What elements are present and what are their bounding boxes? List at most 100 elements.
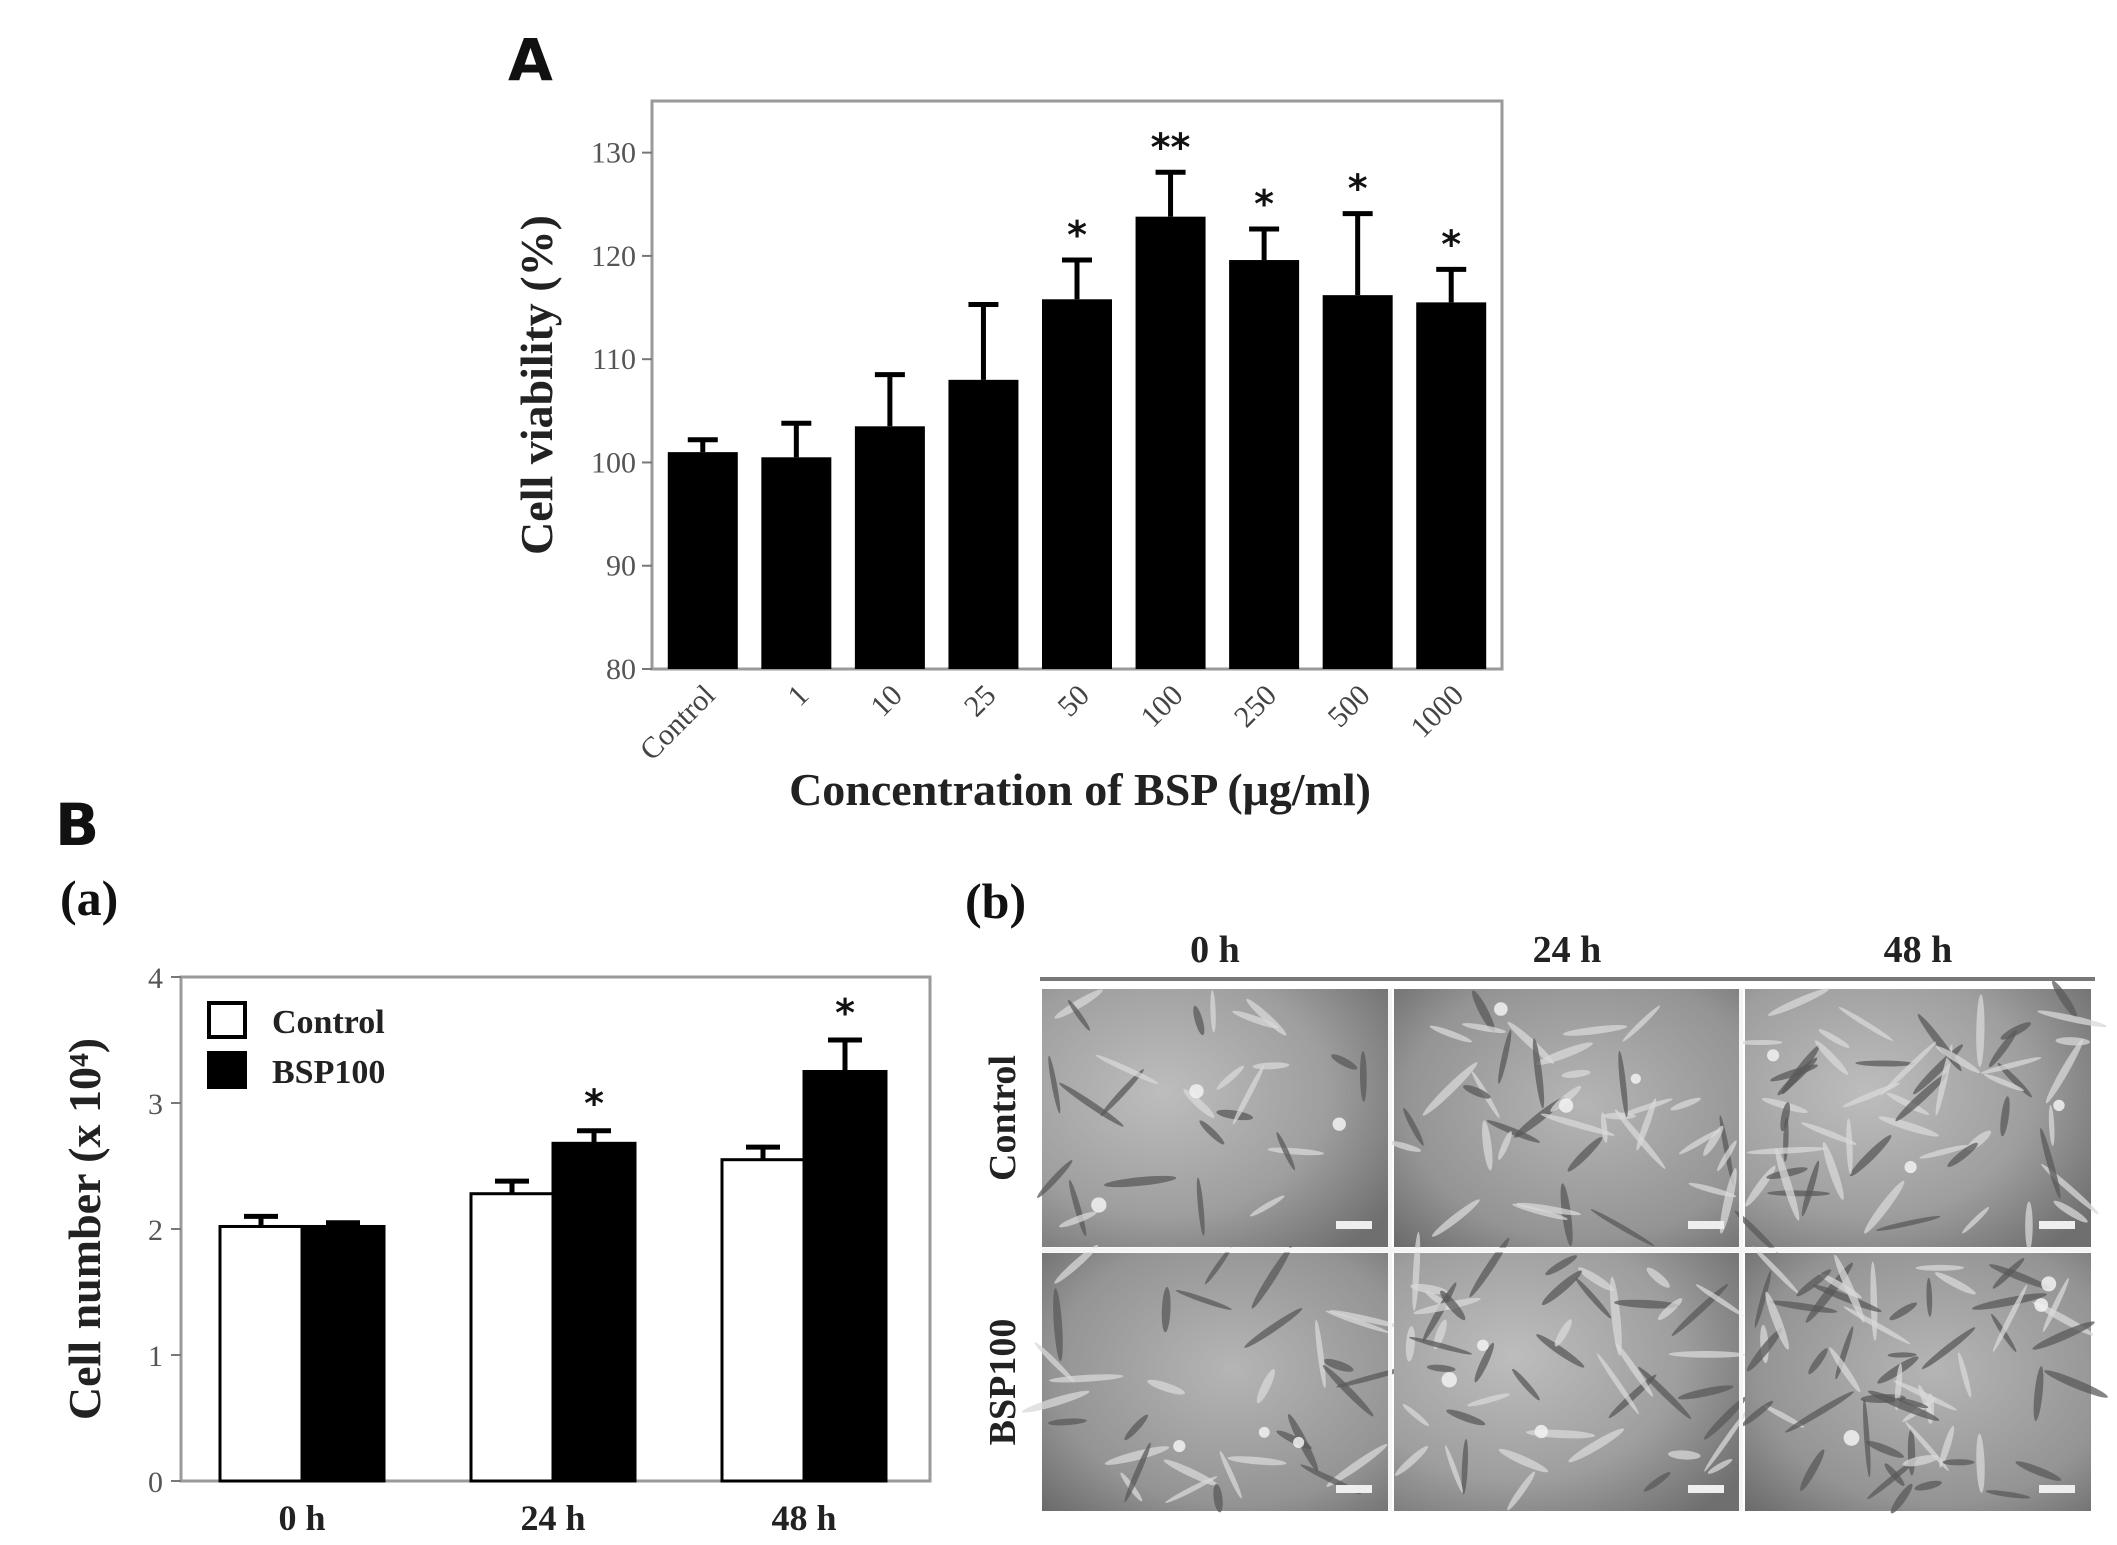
micrograph-cell-shape <box>1103 1175 1177 1188</box>
micrograph-cell-shape <box>1863 1398 1871 1478</box>
micrograph-cell-shape <box>1890 1483 1913 1514</box>
micrograph-cell-shape <box>1926 1277 1933 1317</box>
micrograph-cell-shape <box>2000 1096 2010 1137</box>
chart-a-xtick-label: Control <box>634 679 722 767</box>
micrograph-cell-shape <box>1446 1409 1486 1426</box>
micrograph-cell-shape <box>1389 1141 1422 1152</box>
micrograph-cell-shape <box>1896 1397 1929 1409</box>
micrograph-cell-shape <box>1433 1319 1447 1350</box>
micrograph-cell-shape <box>1992 1257 2025 1289</box>
micrograph-cell-shape <box>1618 1098 1673 1117</box>
micrograph-round-cell <box>2053 1099 2065 1112</box>
micrograph-cell-shape <box>1887 1352 1917 1358</box>
micrograph-cell-shape <box>1988 1030 2017 1068</box>
micrograph-cell-shape <box>1516 1202 1582 1216</box>
micrograph-cell-shape <box>1251 1245 1292 1309</box>
chart-b-bar-control <box>720 1158 806 1483</box>
micrograph-cell-shape <box>1746 1328 1783 1372</box>
micrograph-cell-shape <box>1935 1044 1953 1116</box>
panel-letter-b: B <box>55 791 99 859</box>
chart-a-significance: ** <box>1151 125 1191 169</box>
micrograph-cell-shape <box>1615 1342 1654 1397</box>
micrograph-cell <box>1734 980 2107 1254</box>
chart-a-bar <box>667 452 738 669</box>
micrograph-cell-shape <box>1402 1404 1429 1427</box>
micrograph-cell-shape <box>1022 1390 1090 1413</box>
micrograph-cell-shape <box>1147 1379 1185 1395</box>
micrograph-cell-shape <box>1482 1120 1493 1171</box>
micrograph-round-cell <box>1477 1339 1489 1352</box>
micrograph-cell-shape <box>1868 1390 1940 1421</box>
micrograph-cell-shape <box>1165 1476 1218 1504</box>
micrograph-cell-shape <box>1535 1042 1593 1066</box>
micrograph-cell <box>1394 1232 1748 1511</box>
micrograph-cell-shape <box>1199 1120 1225 1145</box>
micrograph-cell-shape <box>1394 1445 1429 1476</box>
micrograph-cell-shape <box>1048 1418 1087 1426</box>
micrograph-cell-shape <box>1855 1060 1915 1067</box>
micrograph-cell-shape <box>1216 1109 1254 1121</box>
micrograph-cell-shape <box>1124 1414 1149 1441</box>
chart-a-ytick-label: 130 <box>591 137 636 170</box>
chart-a-ytick-label: 100 <box>591 446 636 479</box>
chart-a-ytick-label: 110 <box>592 343 636 376</box>
micrograph-round-cell <box>1767 1049 1780 1062</box>
micrograph-cell-shape <box>1444 1445 1463 1493</box>
micrograph-cell-shape <box>1034 1342 1075 1383</box>
micrograph-cell-shape <box>1767 1190 1830 1197</box>
chart-b-significance: * <box>584 1082 604 1126</box>
micrograph-cell-shape <box>1561 1069 1591 1078</box>
chart-b-xtick-label: 48 h <box>771 1498 836 1538</box>
micrograph-cell-shape <box>2032 1321 2095 1350</box>
micrograph-cell-shape <box>1326 1443 1388 1487</box>
micrograph-round-cell <box>1534 1424 1548 1439</box>
micrograph-cell-shape <box>1763 1405 1805 1428</box>
micrograph-cell-shape <box>1846 1118 1853 1175</box>
micrograph-cell-shape <box>1267 1147 1324 1156</box>
micrograph-cell-shape <box>1232 1010 1279 1029</box>
micrograph-cell-shape <box>1603 1112 1636 1120</box>
micrograph-cell-shape <box>1461 1438 1468 1495</box>
chart-a-xtick-label: 250 <box>1228 679 1283 734</box>
micrograph-cell-shape <box>1734 1210 1778 1254</box>
micrograph-cell <box>1022 1244 1413 1513</box>
micrograph-cell-shape <box>1405 1326 1416 1362</box>
micrograph-cell-shape <box>2040 1128 2061 1199</box>
micrograph-cell-shape <box>1532 1038 1545 1109</box>
micrograph-cell-shape <box>1054 1244 1099 1284</box>
scale-bar <box>2039 1485 2075 1493</box>
micrograph-cell-shape <box>1059 1211 1097 1228</box>
micrograph-cell-shape <box>2033 1366 2044 1421</box>
chart-a-xtick-label: 1000 <box>1404 679 1470 745</box>
micrograph-cell-shape <box>1323 1358 1354 1372</box>
micrograph-cell-shape <box>1600 1112 1608 1143</box>
micrograph-cell-shape <box>1838 1006 1893 1041</box>
micrograph-cell-shape <box>1992 1285 2027 1352</box>
micrograph-cell-shape <box>1163 1459 1218 1486</box>
micrograph-cell-shape <box>1232 1064 1265 1125</box>
micrograph-cell-shape <box>1562 1025 1628 1036</box>
micrograph-cell-shape <box>1512 1368 1540 1401</box>
micrograph-cell-shape <box>1822 1142 1844 1200</box>
micrograph-cell-shape <box>1429 1025 1473 1043</box>
micrograph-cell-shape <box>1915 1264 1964 1271</box>
micrograph-cell-shape <box>1472 990 1495 1032</box>
micrograph-cell-shape <box>1618 1051 1628 1118</box>
micrograph-cell-shape <box>1972 1293 2047 1310</box>
micrograph-cell-shape <box>1746 1146 1826 1155</box>
micrograph-round-cell <box>1630 1073 1641 1084</box>
micrograph-cell-shape <box>2015 1461 2062 1481</box>
micrograph-cell-shape <box>1498 1029 1512 1084</box>
chart-a-ytick-label: 120 <box>591 240 636 273</box>
micrograph-grid: 0 h 24 h 48 h Control BSP100 <box>982 929 2108 1514</box>
micrograph-cell-shape <box>1575 1278 1612 1319</box>
micrograph-round-cell <box>1293 1436 1305 1449</box>
micrograph-cell-shape <box>1983 1073 2024 1092</box>
micrograph-cell-shape <box>1819 1273 1862 1299</box>
micrograph-cell-shape <box>1554 1319 1572 1347</box>
micrograph-cell-shape <box>1325 1310 1390 1333</box>
chart-b-ytick-label: 2 <box>148 1214 163 1247</box>
micrograph-cell-shape <box>1976 994 1985 1068</box>
micrograph-cell-shape <box>1997 1063 2033 1098</box>
micrograph-cell-shape <box>1678 1129 1721 1155</box>
